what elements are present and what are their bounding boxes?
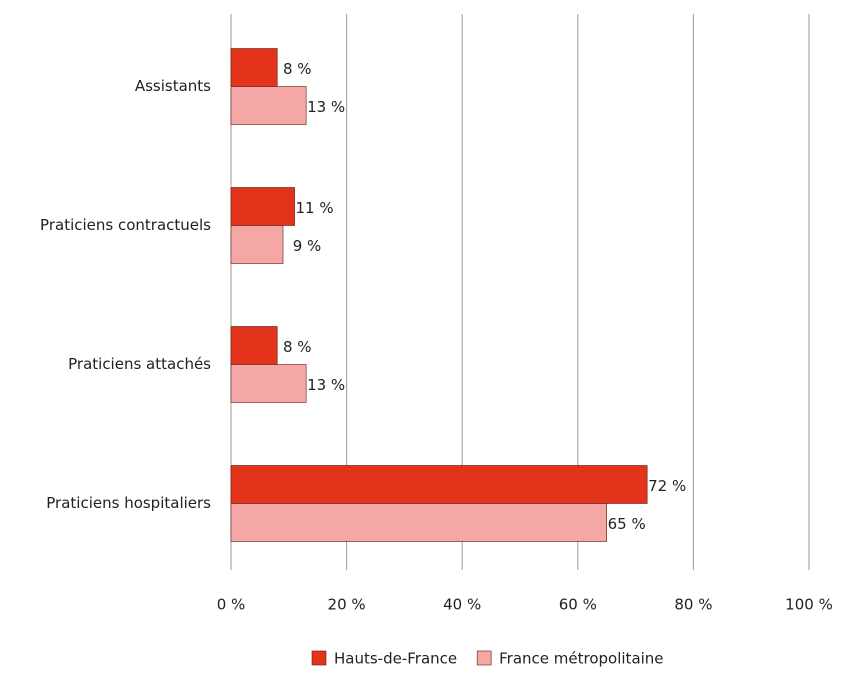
value-label: 13 % bbox=[307, 376, 345, 394]
x-tick-label: 80 % bbox=[674, 596, 712, 614]
legend-label: France métropolitaine bbox=[499, 650, 663, 668]
legend-swatch bbox=[311, 650, 327, 666]
x-tick-label: 0 % bbox=[217, 596, 246, 614]
bar bbox=[230, 86, 307, 125]
value-label: 13 % bbox=[307, 98, 345, 116]
value-label: 8 % bbox=[283, 338, 312, 356]
y-tick-label: Praticiens hospitaliers bbox=[46, 494, 211, 512]
x-tick-label: 100 % bbox=[785, 596, 833, 614]
bar bbox=[230, 48, 278, 87]
bar bbox=[230, 503, 608, 542]
x-tick-label: 20 % bbox=[328, 596, 366, 614]
legend-label: Hauts-de-France bbox=[334, 650, 457, 668]
value-label: 8 % bbox=[283, 60, 312, 78]
bar bbox=[230, 465, 648, 504]
legend-swatch bbox=[476, 650, 492, 666]
y-tick-label: Assistants bbox=[135, 77, 211, 95]
value-label: 65 % bbox=[608, 515, 646, 533]
value-label: 72 % bbox=[648, 477, 686, 495]
value-label: 11 % bbox=[296, 199, 334, 217]
bar bbox=[230, 187, 295, 226]
x-tick-label: 40 % bbox=[443, 596, 481, 614]
bar bbox=[230, 225, 284, 264]
bar bbox=[230, 326, 278, 365]
x-tick-label: 60 % bbox=[559, 596, 597, 614]
y-tick-label: Praticiens contractuels bbox=[40, 216, 211, 234]
bar bbox=[230, 364, 307, 403]
y-tick-label: Praticiens attachés bbox=[68, 355, 211, 373]
value-label: 9 % bbox=[293, 237, 322, 255]
